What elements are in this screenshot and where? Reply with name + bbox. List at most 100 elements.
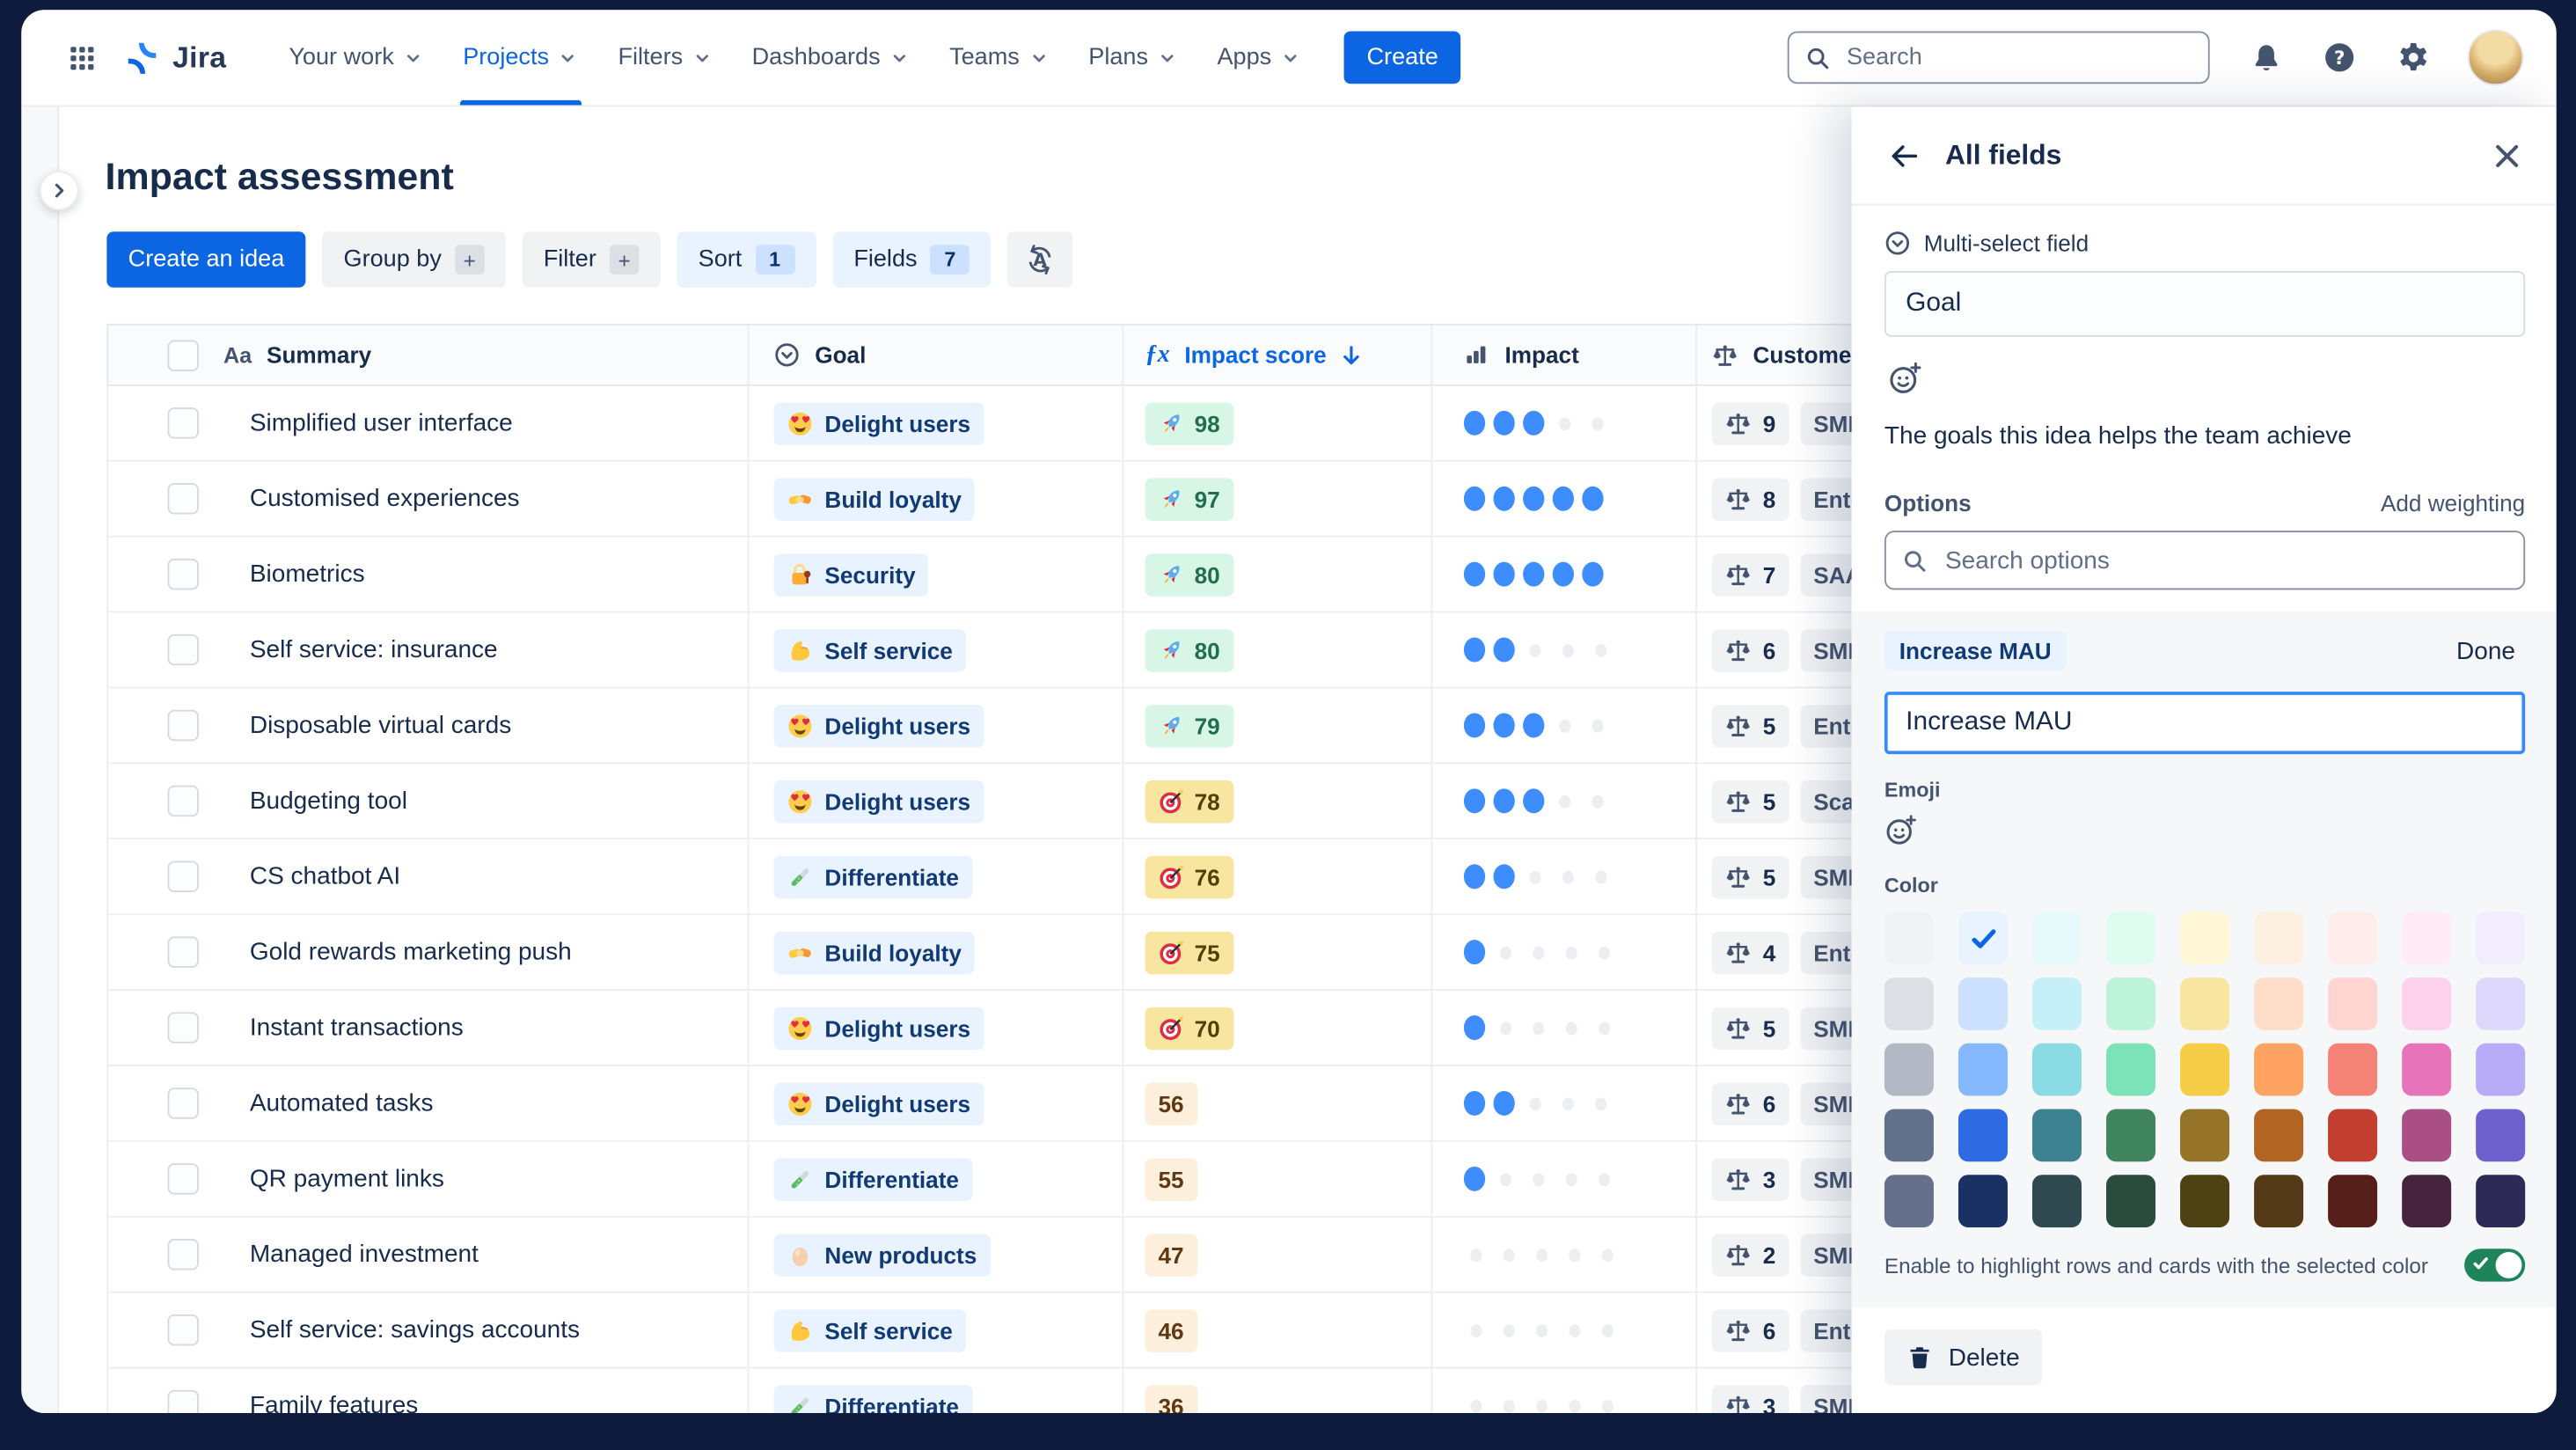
column-header-impact-score[interactable]: ƒx Impact score	[1123, 325, 1433, 384]
column-header-customer[interactable]: Customer	[1697, 326, 2451, 384]
impact-cell[interactable]	[1432, 915, 1698, 990]
row-checkbox[interactable]	[167, 1088, 199, 1119]
impact-rating[interactable]	[1464, 1399, 1628, 1413]
search-input[interactable]	[1843, 42, 2192, 73]
impact-score-cell[interactable]: 46	[1123, 1293, 1433, 1367]
impact-score-cell[interactable]: 47	[1123, 1217, 1433, 1292]
goal-chip[interactable]: Self service	[773, 628, 966, 671]
color-swatch[interactable]	[2402, 978, 2452, 1030]
app-switcher-button[interactable]	[57, 33, 106, 82]
summary-cell[interactable]: Instant transactions	[108, 991, 750, 1066]
option-emoji-button[interactable]	[1884, 813, 1917, 846]
back-button[interactable]	[1884, 135, 1924, 175]
nav-item-plans[interactable]: Plans	[1069, 10, 1197, 105]
impact-cell[interactable]	[1432, 1293, 1698, 1367]
global-search[interactable]	[1787, 31, 2210, 84]
impact-cell[interactable]	[1432, 1368, 1698, 1413]
goal-cell[interactable]: Delight users	[750, 1066, 1124, 1140]
impact-rating[interactable]	[1463, 486, 1612, 511]
impact-score-cell[interactable]: 80	[1123, 612, 1433, 687]
customer-count-chip[interactable]: 6	[1711, 1308, 1789, 1351]
color-swatch[interactable]	[2106, 1043, 2156, 1096]
nav-item-filters[interactable]: Filters	[598, 10, 732, 105]
goal-chip[interactable]: Build loyalty	[773, 930, 975, 974]
impact-cell[interactable]	[1432, 537, 1698, 611]
select-all-checkbox[interactable]	[167, 339, 199, 371]
auto-sort-button[interactable]: A	[1007, 231, 1073, 288]
summary-cell[interactable]: Self service: insurance	[108, 612, 750, 687]
color-swatch[interactable]	[2476, 1109, 2526, 1162]
customer-count-chip[interactable]: 9	[1711, 401, 1789, 445]
row-checkbox[interactable]	[167, 1012, 199, 1044]
add-weighting-button[interactable]: Add weighting	[2380, 489, 2526, 516]
impact-score-cell[interactable]: 36	[1123, 1368, 1433, 1413]
impact-rating[interactable]	[1464, 1248, 1628, 1262]
customer-count-chip[interactable]: 5	[1711, 854, 1789, 898]
notifications-button[interactable]	[2248, 39, 2286, 77]
goal-cell[interactable]: Delight users	[750, 688, 1124, 763]
impact-score-cell[interactable]: 80	[1123, 537, 1433, 611]
goal-cell[interactable]: Self service	[750, 1293, 1124, 1367]
summary-cell[interactable]: CS chatbot AI	[108, 839, 750, 914]
group-by-button[interactable]: Group by +	[322, 231, 506, 288]
impact-cell[interactable]	[1432, 764, 1698, 839]
customer-count-chip[interactable]: 6	[1711, 1081, 1789, 1125]
goal-chip[interactable]: Delight users	[773, 1006, 984, 1050]
color-swatch[interactable]	[2106, 1175, 2156, 1227]
summary-cell[interactable]: Disposable virtual cards	[108, 688, 750, 763]
summary-cell[interactable]: Customised experiences	[108, 461, 750, 536]
color-swatch[interactable]	[2031, 978, 2082, 1030]
color-swatch[interactable]	[2180, 1175, 2230, 1227]
impact-score-cell[interactable]: 75	[1123, 915, 1433, 990]
customer-count-chip[interactable]: 8	[1711, 477, 1789, 521]
sidebar-expand-button[interactable]	[39, 171, 79, 211]
row-checkbox[interactable]	[167, 633, 199, 666]
option-search-input[interactable]	[1942, 545, 2507, 576]
option-search[interactable]	[1884, 531, 2526, 590]
fields-button[interactable]: Fields 7	[832, 231, 992, 288]
customer-count-chip[interactable]: 6	[1711, 628, 1789, 671]
impact-cell[interactable]	[1432, 991, 1698, 1066]
summary-cell[interactable]: QR payment links	[108, 1141, 750, 1216]
row-checkbox[interactable]	[167, 936, 199, 968]
impact-score-cell[interactable]: 97	[1123, 461, 1433, 536]
customer-count-chip[interactable]: 7	[1711, 553, 1789, 596]
color-swatch[interactable]	[2402, 912, 2452, 965]
impact-cell[interactable]	[1432, 461, 1698, 536]
color-swatch[interactable]	[2106, 978, 2156, 1030]
color-swatch[interactable]	[2254, 912, 2304, 965]
color-swatch[interactable]	[2180, 978, 2230, 1030]
color-swatch[interactable]	[2254, 1109, 2304, 1162]
goal-cell[interactable]: Delight users	[750, 385, 1124, 460]
impact-rating[interactable]	[1464, 1323, 1628, 1337]
color-swatch[interactable]	[2476, 912, 2526, 965]
color-swatch[interactable]	[2328, 1043, 2378, 1096]
goal-chip[interactable]: Differentiate	[773, 1157, 972, 1201]
color-swatch[interactable]	[1884, 1109, 1934, 1162]
color-swatch[interactable]	[1884, 1043, 1934, 1096]
impact-score-cell[interactable]: 76	[1123, 839, 1433, 914]
color-swatch[interactable]	[2031, 1109, 2082, 1162]
field-name-input[interactable]	[1884, 271, 2526, 337]
color-swatch[interactable]	[1958, 978, 2008, 1030]
row-checkbox[interactable]	[167, 407, 199, 439]
goal-cell[interactable]: Delight users	[750, 764, 1124, 839]
impact-score-cell[interactable]: 78	[1123, 764, 1433, 839]
impact-rating[interactable]	[1463, 561, 1612, 587]
user-avatar[interactable]	[2467, 29, 2524, 86]
row-checkbox[interactable]	[167, 1314, 199, 1346]
color-swatch[interactable]	[2402, 1043, 2452, 1096]
goal-cell[interactable]: Differentiate	[750, 1368, 1124, 1413]
color-swatch[interactable]	[2476, 1043, 2526, 1096]
filter-button[interactable]: Filter +	[522, 231, 661, 288]
color-swatch[interactable]	[2328, 912, 2378, 965]
impact-rating[interactable]	[1463, 1015, 1625, 1041]
impact-rating[interactable]	[1463, 940, 1625, 965]
row-checkbox[interactable]	[167, 558, 199, 590]
goal-chip[interactable]: Differentiate	[773, 1384, 972, 1413]
color-swatch[interactable]	[1958, 1043, 2008, 1096]
close-panel-button[interactable]	[2489, 137, 2525, 173]
help-button[interactable]: ?	[2320, 38, 2360, 77]
color-swatch[interactable]	[2031, 1043, 2082, 1096]
summary-cell[interactable]: Gold rewards marketing push	[108, 915, 750, 990]
